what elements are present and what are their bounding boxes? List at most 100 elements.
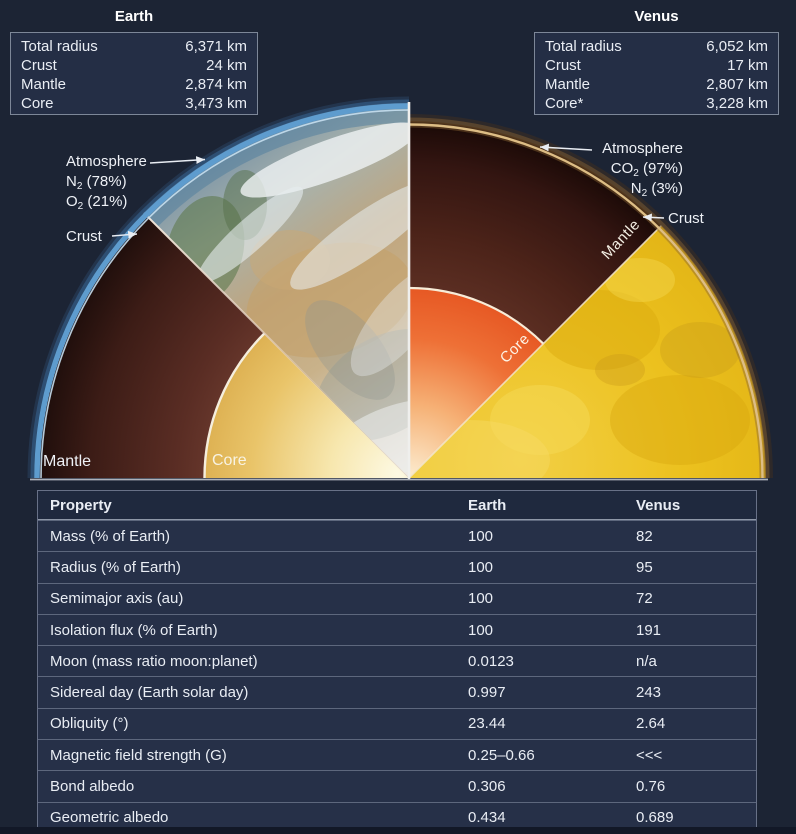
venus-crust-label: Crust — [668, 210, 704, 227]
earth-info-panel: Total radius 6,371 km Crust 24 km Mantle… — [10, 32, 258, 115]
venus-atmosphere-title: Atmosphere — [602, 140, 683, 157]
venus-value: 72 — [636, 590, 653, 608]
earth-value: 100 — [468, 527, 494, 545]
earth-core-boundary — [203, 332, 266, 479]
table-row-moon: Moon (mass ratio moon:planet) 0.0123 n/a — [38, 645, 756, 676]
property-name: Mass (% of Earth) — [50, 527, 171, 545]
venus-core-boundary — [408, 286, 545, 345]
venus-panel-title: Venus — [634, 8, 679, 25]
earth-total-radius-row: Total radius 6,371 km — [21, 37, 247, 56]
earth-atmosphere-label: Atmosphere N2 (78%) O2 (21%) — [66, 152, 147, 212]
venus-mantle-row: Mantle 2,807 km — [545, 75, 768, 94]
property-name: Radius (% of Earth) — [50, 558, 181, 576]
earth-crust-thickness-value: 24 km — [206, 57, 247, 74]
venus-value: 95 — [636, 558, 653, 576]
venus-value: 243 — [636, 684, 662, 702]
earth-mantle-thickness-label: Mantle — [21, 76, 67, 93]
earth-hemisphere — [27, 96, 410, 479]
venus-atmosphere-leader-line — [539, 143, 593, 152]
venus-crust-thickness-value: 17 km — [727, 57, 768, 74]
venus-mantle-thickness-value: 2,807 km — [706, 76, 768, 93]
venus-total-radius-row: Total radius 6,052 km — [545, 37, 768, 56]
earth-crust-row: Crust 24 km — [21, 56, 247, 75]
venus-crust-row: Crust 17 km — [545, 56, 768, 75]
venus-value: 0.76 — [636, 778, 666, 796]
table-row-magnetic-field: Magnetic field strength (G) 0.25–0.66 <<… — [38, 739, 756, 770]
earth-core-radius-label: Core — [21, 95, 54, 112]
earth-value: 100 — [468, 590, 494, 608]
table-header-row: Property Earth Venus — [38, 491, 756, 520]
earth-panel-title: Earth — [114, 8, 154, 25]
column-header-venus: Venus — [636, 496, 681, 514]
earth-value: 100 — [468, 558, 494, 576]
property-name: Geometric albedo — [50, 809, 169, 827]
earth-core-label: Core — [212, 452, 247, 469]
table-row-bond-albedo: Bond albedo 0.306 0.76 — [38, 770, 756, 801]
venus-value: 2.64 — [636, 715, 666, 733]
property-name: Bond albedo — [50, 778, 135, 796]
venus-mantle-thickness-label: Mantle — [545, 76, 591, 93]
venus-n2-label: N2 (3%) — [630, 180, 683, 199]
earth-value: 23.44 — [468, 715, 506, 733]
table-row-radius: Radius (% of Earth) 100 95 — [38, 551, 756, 582]
table-row-semimajor-axis: Semimajor axis (au) 100 72 — [38, 582, 756, 614]
venus-total-radius-label: Total radius — [545, 38, 622, 55]
venus-core-sector — [409, 288, 544, 478]
earth-mantle-thickness-value: 2,874 km — [185, 76, 247, 93]
earth-atmosphere-title: Atmosphere — [66, 153, 147, 170]
property-name: Moon (mass ratio moon:planet) — [50, 652, 258, 670]
venus-core-radius-value: 3,228 km — [706, 95, 768, 112]
table-row-mass: Mass (% of Earth) 100 82 — [38, 520, 756, 551]
property-name: Magnetic field strength (G) — [50, 746, 227, 764]
earth-crust-leader-line — [111, 230, 138, 239]
earth-mantle-label: Mantle — [43, 453, 92, 470]
earth-value: 0.434 — [468, 809, 506, 827]
earth-core-radius-value: 3,473 km — [185, 95, 247, 112]
venus-core-row: Core* 3,228 km — [545, 94, 768, 113]
earth-total-radius-value: 6,371 km — [185, 38, 247, 55]
earth-core-row: Core 3,473 km — [21, 94, 247, 113]
venus-co2-label: CO2 (97%) — [610, 160, 683, 179]
table-row-sidereal-day: Sidereal day (Earth solar day) 0.997 243 — [38, 676, 756, 707]
earth-crust-edge — [143, 212, 410, 479]
venus-atmosphere-arc — [408, 114, 773, 479]
venus-crust-leader-line — [642, 213, 665, 222]
earth-value: 0.306 — [468, 778, 506, 796]
venus-info-panel: Total radius 6,052 km Crust 17 km Mantle… — [534, 32, 779, 115]
property-name: Isolation flux (% of Earth) — [50, 621, 218, 639]
column-header-earth: Earth — [468, 496, 507, 514]
property-name: Sidereal day (Earth solar day) — [50, 684, 249, 702]
earth-value: 100 — [468, 621, 494, 639]
earth-total-radius-label: Total radius — [21, 38, 98, 55]
earth-value: 0.25–0.66 — [468, 746, 535, 764]
earth-atmosphere-leader-line — [149, 156, 206, 164]
venus-core-radius-label: Core* — [545, 95, 584, 112]
venus-value: 0.689 — [636, 809, 674, 827]
comparison-table: Property Earth Venus Mass (% of Earth) 1… — [37, 490, 757, 834]
property-name: Obliquity (°) — [50, 715, 129, 733]
venus-value: 191 — [636, 621, 662, 639]
venus-hemisphere — [408, 114, 773, 479]
venus-mantle-surface-boundary — [408, 225, 662, 479]
table-row-geometric-albedo: Geometric albedo 0.434 0.689 — [38, 801, 756, 833]
venus-value: <<< — [636, 746, 663, 764]
venus-atmosphere-label: Atmosphere CO2 (97%) N2 (3%) — [543, 139, 683, 199]
earth-value: 0.0123 — [468, 652, 514, 670]
earth-crust-thickness-label: Crust — [21, 57, 57, 74]
property-name: Semimajor axis (au) — [50, 590, 184, 608]
earth-crust-label: Crust — [66, 228, 102, 245]
venus-total-radius-value: 6,052 km — [706, 38, 768, 55]
earth-n2-label: N2 (78%) — [66, 173, 127, 192]
earth-mantle-row: Mantle 2,874 km — [21, 75, 247, 94]
earth-value: 0.997 — [468, 684, 506, 702]
table-row-isolation-flux: Isolation flux (% of Earth) 100 191 — [38, 613, 756, 645]
earth-o2-label: O2 (21%) — [66, 193, 128, 212]
earth-atmosphere-arc — [27, 96, 410, 479]
column-header-property: Property — [50, 496, 112, 514]
earth-core-sector — [204, 333, 409, 478]
venus-value: n/a — [636, 652, 657, 670]
table-row-obliquity: Obliquity (°) 23.44 2.64 — [38, 707, 756, 739]
venus-crust-thickness-label: Crust — [545, 57, 581, 74]
